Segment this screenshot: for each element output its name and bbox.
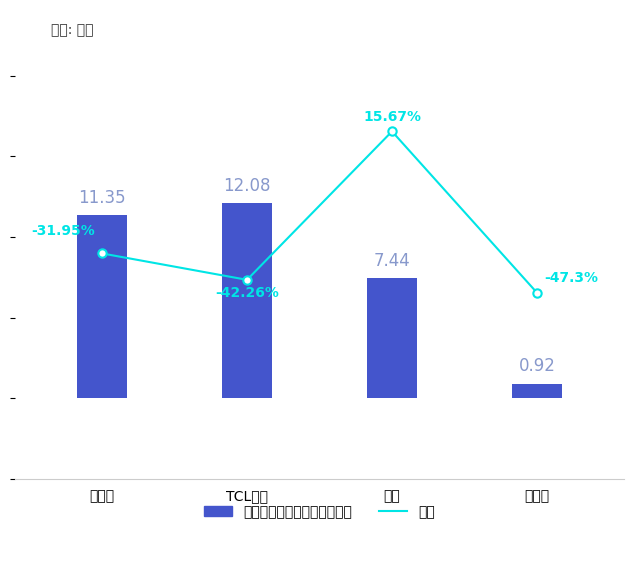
Text: -47.3%: -47.3% (544, 271, 598, 285)
Text: -31.95%: -31.95% (31, 224, 95, 238)
Text: 15.67%: 15.67% (363, 110, 421, 124)
Text: 11.35: 11.35 (78, 189, 126, 207)
Legend: 归属于上市公司股东的净利润, 同比: 归属于上市公司股东的净利润, 同比 (198, 499, 441, 524)
Text: 单位: 亿元: 单位: 亿元 (51, 23, 94, 37)
Text: 0.92: 0.92 (519, 357, 555, 375)
Text: 12.08: 12.08 (223, 177, 271, 195)
Text: 7.44: 7.44 (374, 252, 410, 270)
Bar (222, 203, 272, 398)
Bar (512, 383, 562, 398)
Bar (77, 215, 127, 398)
Text: -42.26%: -42.26% (215, 286, 279, 300)
Bar (367, 278, 417, 398)
